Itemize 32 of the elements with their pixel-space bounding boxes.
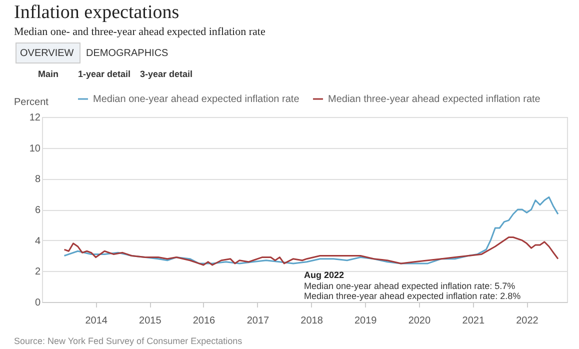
source-note: Source: New York Fed Survey of Consumer Expectations	[14, 336, 243, 346]
y-axis-title: Percent	[14, 97, 49, 108]
text: 3-year detail	[140, 69, 193, 79]
line-series	[64, 236, 559, 266]
legend-label: Median three-year ahead expected inflation rate	[328, 94, 541, 105]
y-tick-label: 4	[34, 236, 41, 247]
text: DEMOGRAPHICS	[86, 48, 169, 59]
x-tick-label: 2018	[300, 316, 324, 326]
y-tick-label: 8	[34, 174, 41, 186]
x-tick-label: 2014	[85, 316, 108, 326]
chart-subtitle: Median one- and three-year ahead expected inflation rate	[14, 26, 266, 38]
annotation: Aug 2022	[304, 270, 344, 280]
x-tick-label: 2016	[192, 316, 216, 326]
text: Main	[38, 69, 59, 79]
line-series	[64, 196, 559, 264]
y-tick-label: 12	[29, 112, 41, 124]
legend-label: Median one-year ahead expected inflation rate	[93, 94, 300, 105]
x-tick-label: 2022	[516, 316, 539, 326]
text: OVERVIEW	[20, 48, 74, 59]
x-tick-label: 2021	[462, 316, 485, 326]
annotation: Median one-year ahead expected inflation rate: 5.7%	[304, 281, 516, 291]
y-tick-label: 0	[34, 298, 41, 308]
x-tick-label: 2017	[246, 316, 270, 326]
x-tick-label: 2019	[354, 316, 378, 326]
y-tick-label: 10	[29, 143, 41, 154]
chart-title: Inflation expectations	[14, 2, 180, 23]
x-tick-label: 2015	[139, 316, 162, 326]
x-tick-label: 2020	[408, 316, 431, 326]
annotation: Median three-year ahead expected inflation rate: 2.8%	[304, 291, 521, 301]
text: 1-year detail	[78, 69, 131, 79]
y-tick-label: 6	[34, 205, 41, 216]
y-tick-label: 2	[34, 266, 41, 278]
